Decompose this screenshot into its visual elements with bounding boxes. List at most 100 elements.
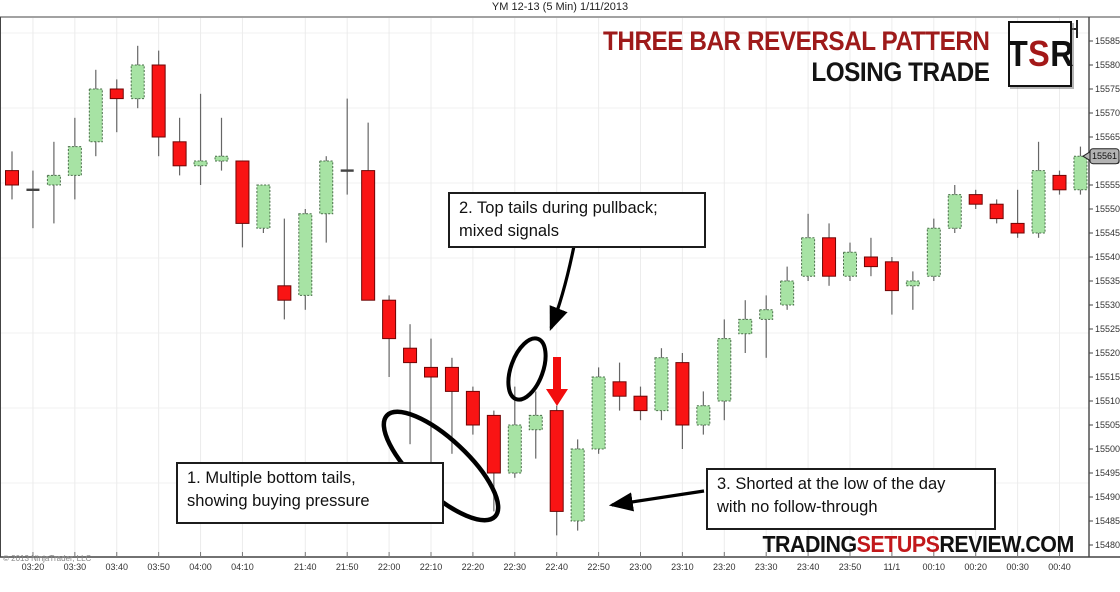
candle <box>444 357 459 454</box>
site-watermark: TRADINGSETUPSREVIEW.COM <box>762 531 1075 558</box>
candle <box>759 295 774 358</box>
candle <box>905 271 920 310</box>
y-tick-label: 15505 <box>1095 420 1120 430</box>
x-tick-label: 22:00 <box>378 562 401 572</box>
y-tick-label: 15495 <box>1095 468 1120 478</box>
candle <box>46 141 61 224</box>
candle <box>612 362 627 411</box>
svg-text:15561: 15561 <box>1092 151 1117 161</box>
x-tick-label: 03:30 <box>64 562 87 572</box>
x-tick-label: 00:30 <box>1006 562 1029 572</box>
x-tick-label: 04:00 <box>189 562 212 572</box>
y-tick-label: 15585 <box>1095 36 1120 46</box>
callout-arrow-1 <box>549 245 576 331</box>
x-tick-label: 22:10 <box>420 562 443 572</box>
x-tick-label: 04:10 <box>231 562 254 572</box>
y-tick-label: 15575 <box>1095 84 1120 94</box>
callout-box-1: 1. Multiple bottom tails, showing buying … <box>176 462 444 524</box>
callout-text-line1: 2. Top tails during pullback; <box>459 199 658 217</box>
ninjatrader-copyright: © 2013 NinjaTrader, LLC <box>3 554 92 563</box>
candle <box>717 319 732 421</box>
y-tick-label: 15535 <box>1095 276 1120 286</box>
logo-letter-r: R <box>1050 33 1073 74</box>
candle <box>654 348 669 421</box>
y-tick-label: 15515 <box>1095 372 1120 382</box>
callout-text-line2: showing buying pressure <box>187 491 370 510</box>
candle <box>926 218 941 281</box>
candle <box>549 405 564 536</box>
y-tick-label: 15530 <box>1095 300 1120 310</box>
page-title-line1: THREE BAR REVERSAL PATTERN <box>603 26 990 56</box>
candle <box>843 242 857 281</box>
candle <box>319 156 334 243</box>
y-tick-label: 15525 <box>1095 324 1120 334</box>
tsr-logo: T S R <box>1008 21 1074 87</box>
candle <box>1031 141 1046 238</box>
chart-title-bar: YM 12-13 (5 Min) 1/11/2013 <box>0 1 1120 13</box>
candle <box>193 93 208 185</box>
highlight-ellipse-2 <box>506 336 548 402</box>
watermark-review: REVIEW.COM <box>939 531 1075 557</box>
y-tick-label: 15540 <box>1095 252 1120 262</box>
candle <box>822 223 837 286</box>
x-tick-label: 21:50 <box>336 562 359 572</box>
y-tick-label: 15520 <box>1095 348 1120 358</box>
page-title: THREE BAR REVERSAL PATTERN LOSING TRADE <box>603 26 990 88</box>
callout-text-line1: 1. Multiple bottom tails, <box>187 469 356 487</box>
candle <box>1010 189 1025 238</box>
candle <box>130 45 145 109</box>
candle <box>109 79 124 133</box>
watermark-setups: SETUPS <box>856 531 940 557</box>
candle <box>88 69 103 157</box>
candle <box>67 117 82 200</box>
candle <box>403 324 418 445</box>
candle <box>172 117 187 176</box>
candle <box>465 386 480 435</box>
y-tick-label: 15545 <box>1095 228 1120 238</box>
candle <box>424 338 438 473</box>
x-tick-label: 03:40 <box>105 562 128 572</box>
candle <box>26 170 40 229</box>
x-tick-label: 22:40 <box>545 562 568 572</box>
entry-signal-arrow-icon <box>546 357 568 406</box>
instrument-label: YM 12-13 (5 Min) 1/11/2013 <box>491 1 629 13</box>
logo-letter-s: S <box>1028 33 1050 74</box>
x-tick-label: 23:20 <box>713 562 736 572</box>
candle <box>696 391 711 435</box>
callout-text-line2: with no follow-through <box>717 497 878 516</box>
candle <box>884 257 899 315</box>
candle <box>801 213 816 281</box>
callout-box-2: 2. Top tails during pullback; mixed signa… <box>448 192 706 248</box>
candle <box>528 391 543 459</box>
x-tick-label: 23:50 <box>839 562 862 572</box>
candle <box>382 295 397 377</box>
candle <box>277 218 292 320</box>
x-tick-label: 03:20 <box>22 562 45 572</box>
candle <box>591 367 606 454</box>
candle <box>340 98 354 195</box>
y-tick-label: 15550 <box>1095 204 1120 214</box>
candle <box>5 151 19 200</box>
y-tick-label: 15480 <box>1095 540 1120 550</box>
watermark-trading: TRADING <box>762 531 858 557</box>
y-tick-label: 15485 <box>1095 516 1120 526</box>
candle <box>256 184 271 233</box>
candle <box>738 300 753 353</box>
x-tick-label: 23:00 <box>629 562 652 572</box>
candle <box>486 410 501 512</box>
candle <box>780 266 795 310</box>
x-tick-label: 00:10 <box>923 562 946 572</box>
y-tick-label: 15510 <box>1095 396 1120 406</box>
callout-box-3: 3. Shorted at the low of the day with no … <box>706 468 996 530</box>
candle <box>947 185 962 233</box>
callout-text-line2: mixed signals <box>459 221 559 240</box>
y-tick-label: 15490 <box>1095 492 1120 502</box>
x-tick-label: 00:20 <box>964 562 987 572</box>
candle <box>151 50 166 157</box>
candle <box>361 122 376 301</box>
x-tick-label: 23:40 <box>797 562 820 572</box>
candle <box>1073 146 1088 195</box>
candle <box>1052 170 1067 195</box>
last-price-marker: 15561 <box>1082 148 1120 165</box>
